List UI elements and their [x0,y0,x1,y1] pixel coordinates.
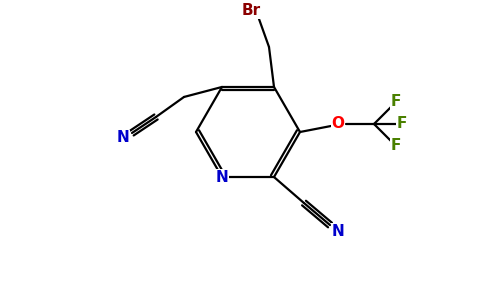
Text: N: N [117,130,129,146]
Text: Br: Br [242,4,260,19]
Text: N: N [216,169,228,184]
Text: F: F [391,139,401,154]
Text: N: N [332,224,345,238]
Text: F: F [391,94,401,110]
Text: O: O [332,116,345,131]
Text: F: F [397,116,407,131]
